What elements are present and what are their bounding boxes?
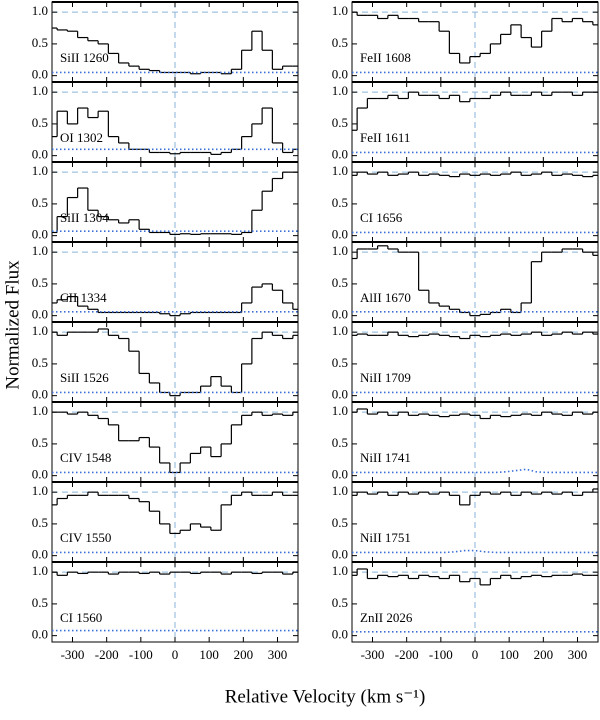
y-tick-label: 0.5: [332, 355, 348, 370]
y-tick-label: 0.5: [332, 515, 348, 530]
y-tick-label: 1.0: [32, 83, 48, 98]
y-tick-label: 0.5: [32, 355, 48, 370]
y-tick-label: 0.5: [332, 115, 348, 130]
y-tick-label: 1.0: [332, 83, 348, 98]
panel-label: CI 1656: [360, 210, 403, 225]
x-tick-label: -300: [61, 647, 85, 662]
y-tick-label: 0.0: [332, 387, 348, 402]
y-tick-label: 0.0: [332, 627, 348, 642]
y-tick-label: 1.0: [332, 3, 348, 18]
y-tick-label: 0.5: [332, 35, 348, 50]
y-tick-label: 0.5: [32, 35, 48, 50]
y-tick-label: 1.0: [332, 403, 348, 418]
y-tick-label: 0.0: [332, 227, 348, 242]
y-tick-label: 0.5: [32, 275, 48, 290]
y-tick-label: 1.0: [32, 563, 48, 578]
panel-label: NiII 1709: [360, 370, 411, 385]
panel-label: SiII 1304: [60, 210, 109, 225]
panel-label: NiII 1741: [360, 450, 411, 465]
x-tick-label: -300: [361, 647, 385, 662]
panel-label: SiII 1260: [60, 50, 109, 65]
y-tick-label: 0.0: [332, 547, 348, 562]
y-tick-label: 0.0: [332, 147, 348, 162]
error-line: [352, 549, 598, 554]
y-tick-label: 0.5: [32, 595, 48, 610]
x-tick-label: -100: [429, 647, 453, 662]
panel-label: FeII 1611: [360, 130, 410, 145]
y-tick-label: 0.0: [32, 547, 48, 562]
y-tick-label: 1.0: [32, 3, 48, 18]
y-tick-label: 0.0: [32, 627, 48, 642]
y-tick-label: 0.0: [332, 307, 348, 322]
panel-label: CIV 1550: [60, 530, 111, 545]
y-tick-label: 1.0: [332, 243, 348, 258]
x-tick-label: 0: [472, 647, 479, 662]
x-axis-label: Relative Velocity (km s⁻¹): [225, 686, 426, 707]
y-tick-label: 0.0: [32, 467, 48, 482]
x-tick-label: -200: [395, 647, 419, 662]
y-tick-label: 0.5: [332, 275, 348, 290]
y-tick-label: 0.0: [32, 67, 48, 82]
panel-label: ZnII 2026: [360, 610, 413, 625]
y-tick-label: 1.0: [332, 163, 348, 178]
y-tick-label: 0.5: [32, 115, 48, 130]
y-tick-label: 1.0: [32, 403, 48, 418]
x-tick-label: 300: [268, 647, 288, 662]
panel-label: AlII 1670: [360, 290, 411, 305]
y-tick-label: 0.0: [32, 147, 48, 162]
y-tick-label: 0.5: [332, 195, 348, 210]
y-tick-label: 0.0: [32, 387, 48, 402]
x-tick-label: -200: [95, 647, 119, 662]
y-tick-label: 0.0: [32, 307, 48, 322]
x-tick-label: 100: [199, 647, 219, 662]
panel-label: NiII 1751: [360, 530, 411, 545]
y-tick-label: 1.0: [332, 323, 348, 338]
x-tick-label: 300: [568, 647, 588, 662]
y-tick-label: 0.0: [332, 67, 348, 82]
x-tick-label: -100: [129, 647, 153, 662]
y-tick-label: 0.5: [332, 595, 348, 610]
panel-label: SiII 1526: [60, 370, 109, 385]
y-tick-label: 1.0: [32, 163, 48, 178]
y-tick-label: 1.0: [32, 243, 48, 258]
y-tick-label: 1.0: [32, 483, 48, 498]
x-tick-label: 200: [534, 647, 554, 662]
x-tick-label: 0: [172, 647, 179, 662]
panel-label: CIV 1548: [60, 450, 111, 465]
y-axis-label: Normalized Flux: [2, 260, 23, 390]
x-tick-label: 200: [234, 647, 254, 662]
error-line: [352, 468, 598, 474]
x-tick-label: 100: [499, 647, 519, 662]
y-tick-label: 0.5: [32, 515, 48, 530]
y-tick-label: 0.5: [32, 435, 48, 450]
y-tick-label: 1.0: [332, 563, 348, 578]
panel-label: CII 1334: [60, 290, 107, 305]
panel-label: OI 1302: [60, 130, 103, 145]
y-tick-label: 1.0: [332, 483, 348, 498]
y-tick-label: 0.0: [32, 227, 48, 242]
y-tick-label: 0.5: [332, 435, 348, 450]
panel-label: FeII 1608: [360, 50, 411, 65]
y-tick-label: 0.0: [332, 467, 348, 482]
panel-label: CI 1560: [60, 610, 102, 625]
y-tick-label: 0.5: [32, 195, 48, 210]
y-tick-label: 1.0: [32, 323, 48, 338]
